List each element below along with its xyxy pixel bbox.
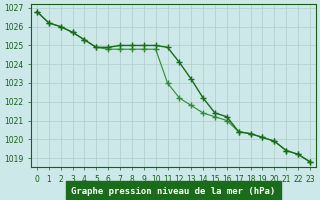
X-axis label: Graphe pression niveau de la mer (hPa): Graphe pression niveau de la mer (hPa) bbox=[71, 187, 276, 196]
